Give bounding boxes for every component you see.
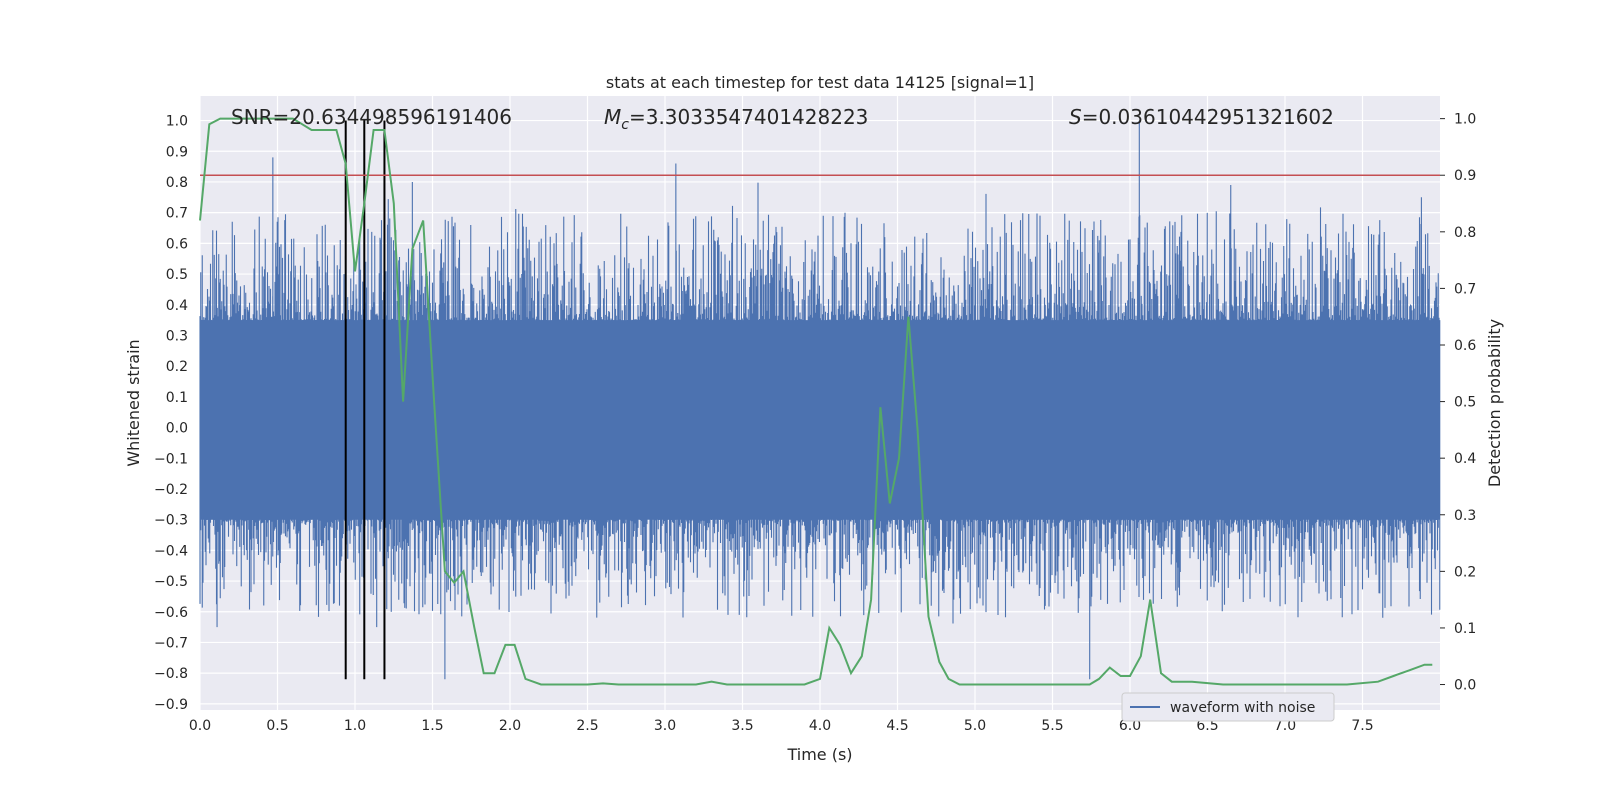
y-tick-label-left: −0.6 bbox=[154, 605, 188, 621]
x-tick-label: 2.0 bbox=[499, 718, 521, 734]
y-tick-label-left: −0.1 bbox=[154, 451, 188, 467]
x-axis-label: Time (s) bbox=[786, 745, 852, 764]
x-tick-label: 6.0 bbox=[1119, 718, 1141, 734]
x-tick-label: 2.5 bbox=[576, 718, 598, 734]
tick-labels: 0.0 0.5 1.0 1.5 2.0 2.5 3.0 3.5 4.0 4.5 5.0 5.5 6.0 6… bbox=[154, 112, 1476, 734]
y-tick-label-right: 0.5 bbox=[1454, 395, 1476, 411]
y-tick-label-left: 0.3 bbox=[166, 328, 188, 344]
x-tick-label: 7.0 bbox=[1274, 718, 1296, 734]
y-tick-label-left: 0.7 bbox=[166, 206, 188, 222]
y-tick-label-right: 0.1 bbox=[1454, 621, 1476, 637]
y-tick-label-left: −0.4 bbox=[154, 543, 188, 559]
y-tick-label-left: 0.1 bbox=[166, 390, 188, 406]
y-tick-label-right: 0.8 bbox=[1454, 225, 1476, 241]
x-tick-label: 7.5 bbox=[1351, 718, 1373, 734]
chart-title: stats at each timestep for test data 141… bbox=[606, 73, 1034, 92]
y-axis-label-left: Whitened strain bbox=[124, 339, 143, 466]
y-tick-label-right: 1.0 bbox=[1454, 112, 1476, 128]
x-tick-label: 3.5 bbox=[731, 718, 753, 734]
x-tick-label: 5.0 bbox=[964, 718, 986, 734]
x-tick-label: 4.0 bbox=[809, 718, 831, 734]
y-tick-label-left: 0.2 bbox=[166, 359, 188, 375]
legend: waveform with noise bbox=[1121, 692, 1335, 722]
x-tick-label: 0.5 bbox=[266, 718, 288, 734]
waveform-trace bbox=[199, 120, 1441, 680]
x-tick-label: 6.5 bbox=[1196, 718, 1218, 734]
y-tick-label-right: 0.4 bbox=[1454, 451, 1476, 467]
y-tick-label-left: 0.8 bbox=[166, 175, 188, 191]
x-tick-label: 1.0 bbox=[344, 718, 366, 734]
detection-probability-line bbox=[199, 117, 1433, 686]
y-tick-label-left: −0.9 bbox=[154, 697, 188, 713]
waveform-series bbox=[199, 120, 1441, 680]
y-tick-label-left: −0.8 bbox=[154, 666, 188, 682]
y-tick-label-right: 0.3 bbox=[1454, 508, 1476, 524]
y-tick-label-left: 0.0 bbox=[166, 421, 188, 437]
x-tick-label: 5.5 bbox=[1041, 718, 1063, 734]
mc-annotation: Mc=3.3033547401428223 bbox=[604, 105, 868, 133]
legend-label-waveform: waveform with noise bbox=[1170, 700, 1315, 716]
y-axis-label-right: Detection probability bbox=[1485, 319, 1504, 487]
y-tick-label-left: −0.7 bbox=[154, 635, 188, 651]
y-tick-label-left: 0.6 bbox=[166, 236, 188, 252]
y-tick-label-left: 0.5 bbox=[166, 267, 188, 283]
s-annotation: S=0.03610442951321602 bbox=[1069, 105, 1334, 129]
legend-box bbox=[1121, 692, 1335, 722]
y-tick-label-right: 0.9 bbox=[1454, 168, 1476, 184]
y-tick-label-left: 1.0 bbox=[166, 114, 188, 130]
y-tick-label-left: −0.3 bbox=[154, 513, 188, 529]
y-tick-label-left: 0.4 bbox=[166, 298, 188, 314]
y-tick-label-left: −0.5 bbox=[154, 574, 188, 590]
x-tick-label: 1.5 bbox=[421, 718, 443, 734]
y-tick-label-right: 0.0 bbox=[1454, 678, 1476, 694]
vertical-markers bbox=[344, 120, 386, 680]
y-tick-label-right: 0.2 bbox=[1454, 564, 1476, 580]
x-tick-label: 3.0 bbox=[654, 718, 676, 734]
x-tick-label: 4.5 bbox=[886, 718, 908, 734]
y-tick-label-left: 0.9 bbox=[166, 144, 188, 160]
x-tick-label: 0.0 bbox=[189, 718, 211, 734]
y-tick-label-right: 0.6 bbox=[1454, 338, 1476, 354]
y-tick-label-left: −0.2 bbox=[154, 482, 188, 498]
y-tick-label-right: 0.7 bbox=[1454, 281, 1476, 297]
snr-annotation: SNR=20.634498596191406 bbox=[231, 105, 512, 129]
